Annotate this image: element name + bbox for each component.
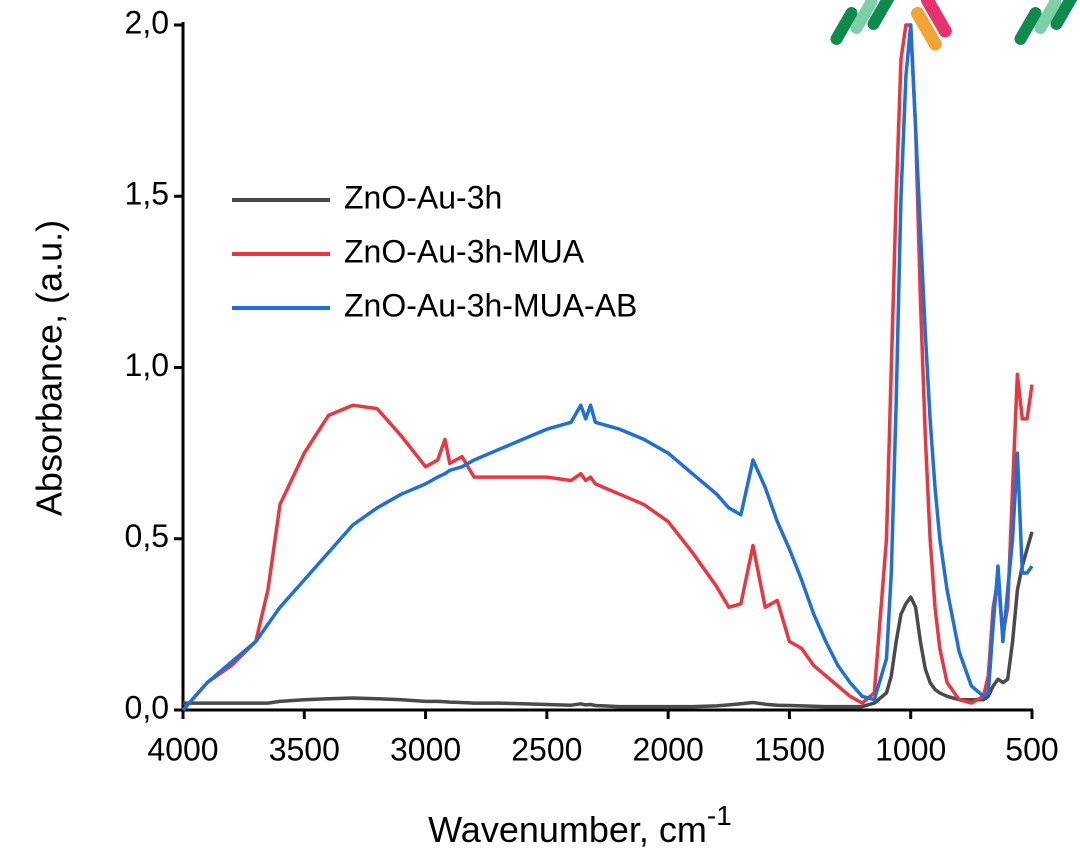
y-tick-label: 0,5 bbox=[125, 518, 169, 554]
legend-label: ZnO-Au-3h-MUA bbox=[344, 233, 585, 269]
y-tick-label: 0,0 bbox=[125, 689, 169, 725]
y-tick-label: 2,0 bbox=[125, 4, 169, 40]
x-axis-label: Wavenumber, cm-1 bbox=[428, 800, 732, 849]
y-axis-label: Absorbance, (a.u.) bbox=[29, 220, 70, 516]
series-line bbox=[181, 23, 1034, 712]
x-tick-label: 1500 bbox=[754, 731, 825, 767]
legend-label: ZnO-Au-3h-MUA-AB bbox=[344, 287, 637, 323]
x-tick-label: 500 bbox=[1005, 731, 1058, 767]
x-tick-label: 4000 bbox=[147, 731, 218, 767]
x-tick-label: 2500 bbox=[511, 731, 582, 767]
x-tick-label: 3000 bbox=[390, 731, 461, 767]
series-line bbox=[183, 531, 1034, 709]
x-axis-label-text: Wavenumber, cm bbox=[428, 809, 707, 850]
x-axis-label-superscript: -1 bbox=[707, 800, 732, 831]
legend-label: ZnO-Au-3h bbox=[344, 179, 502, 215]
antibody-icons bbox=[830, 0, 1078, 51]
y-tick-label: 1,5 bbox=[125, 176, 169, 212]
y-tick-label: 1,0 bbox=[125, 347, 169, 383]
x-tick-label: 3500 bbox=[269, 731, 340, 767]
x-tick-label: 2000 bbox=[633, 731, 704, 767]
series-line bbox=[181, 23, 1034, 712]
x-tick-label: 1000 bbox=[875, 731, 946, 767]
